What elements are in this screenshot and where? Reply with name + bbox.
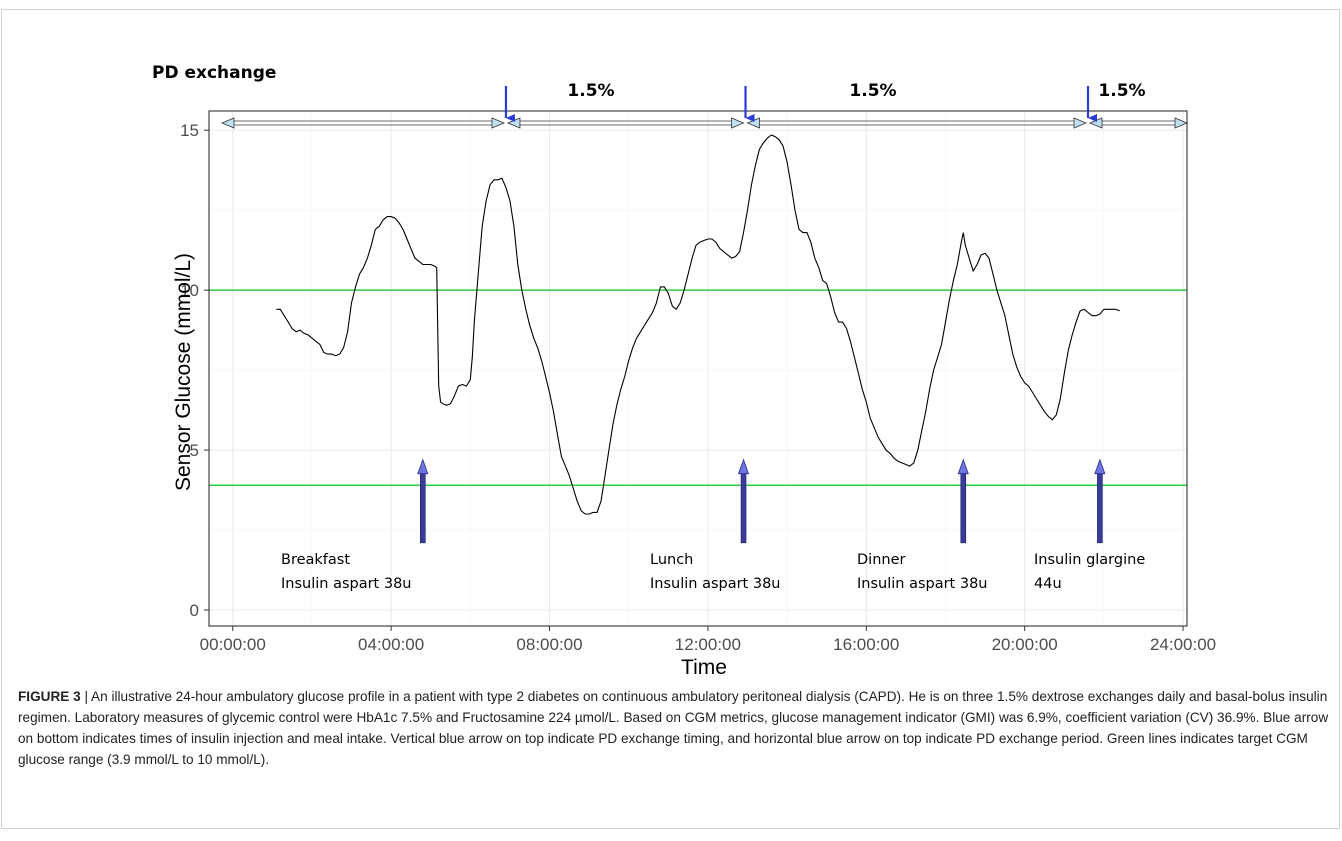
pd-period-arrowhead-right-icon <box>1174 117 1189 129</box>
pd-dextrose-label: 1.5% <box>849 81 896 101</box>
target-range-lines <box>209 289 1187 487</box>
meal-insulin-arrow-icon <box>957 458 969 475</box>
insulin-label: Insulin aspart 38u <box>650 576 781 592</box>
meal-insulin-markers: Breakfast Insulin aspart 38u Lunch Insulin … <box>281 458 1145 592</box>
y-tick-label: 5 <box>190 441 199 460</box>
meal-insulin-arrow-shaft <box>1097 471 1103 544</box>
pd-period-arrowhead-right-icon <box>491 117 506 129</box>
x-tick-label: 08:00:00 <box>516 635 582 654</box>
meal-label: Lunch <box>650 552 693 568</box>
x-tick-label: 00:00:00 <box>200 635 266 654</box>
pd-period-arrow <box>746 117 1088 129</box>
pd-period-arrowhead-right-icon <box>731 117 745 129</box>
y-axis-title: Sensor Glucose (mmol/L) <box>172 253 195 491</box>
plot-panel <box>209 111 1187 626</box>
pd-dextrose-label: 1.5% <box>567 81 614 101</box>
meal-label: Insulin glargine <box>1034 552 1145 568</box>
caption-text: An illustrative 24-hour ambulatory gluco… <box>18 689 1329 767</box>
plot-border <box>208 110 1188 627</box>
meal-insulin-arrow-icon <box>417 458 429 475</box>
meal-insulin-arrow-shaft <box>740 471 747 544</box>
x-tick-label: 04:00:00 <box>358 635 424 654</box>
x-axis-title: Time <box>681 656 727 679</box>
pd-period-arrow <box>220 117 506 129</box>
glucose-series <box>276 134 1120 515</box>
y-tick-label: 10 <box>180 281 199 300</box>
figure-caption: FIGURE 3 | An illustrative 24-hour ambul… <box>18 686 1333 770</box>
x-tick-label: 20:00:00 <box>992 635 1058 654</box>
insulin-label: 44u <box>1034 576 1062 592</box>
caption-label: FIGURE 3 <box>18 689 81 704</box>
meal-insulin-arrow-shaft <box>960 471 967 544</box>
pd-period-arrowhead-right-icon <box>1073 117 1088 129</box>
x-tick-label: 12:00:00 <box>675 635 741 654</box>
x-tick-label: 16:00:00 <box>833 635 899 654</box>
insulin-label: Insulin aspart 38u <box>857 576 988 592</box>
figure-frame <box>1 9 1340 829</box>
meal-insulin-arrow-icon <box>1094 458 1106 475</box>
meal-insulin-arrow-icon <box>737 458 750 475</box>
pd-exchange-annotations: 1.5% 1.5% 1.5% <box>220 81 1189 129</box>
insulin-label: Insulin aspart 38u <box>281 576 412 592</box>
gridlines <box>209 111 1187 626</box>
glucose-line <box>276 134 1120 515</box>
x-tick-label: 24:00:00 <box>1150 635 1216 654</box>
y-tick-label: 15 <box>180 121 199 140</box>
plot-background <box>209 111 1187 626</box>
pd-dextrose-label: 1.5% <box>1098 81 1145 101</box>
caption-separator: | <box>80 689 92 704</box>
pd-period-arrow <box>506 117 745 129</box>
pd-period-arrowhead-left-icon <box>220 117 235 129</box>
pd-period-arrow <box>1088 117 1189 129</box>
meal-label: Breakfast <box>281 552 350 568</box>
meal-label: Dinner <box>857 552 905 568</box>
y-tick-label: 0 <box>190 601 199 620</box>
pd-exchange-header: PD exchange <box>152 63 276 83</box>
axes: 00:00:00 04:00:00 08:00:00 12:00:00 16:00:00… <box>180 110 1216 654</box>
glucose-profile-figure: 00:00:00 04:00:00 08:00:00 12:00:00 16:00:00… <box>152 63 1216 679</box>
meal-insulin-arrow-shaft <box>420 471 426 544</box>
